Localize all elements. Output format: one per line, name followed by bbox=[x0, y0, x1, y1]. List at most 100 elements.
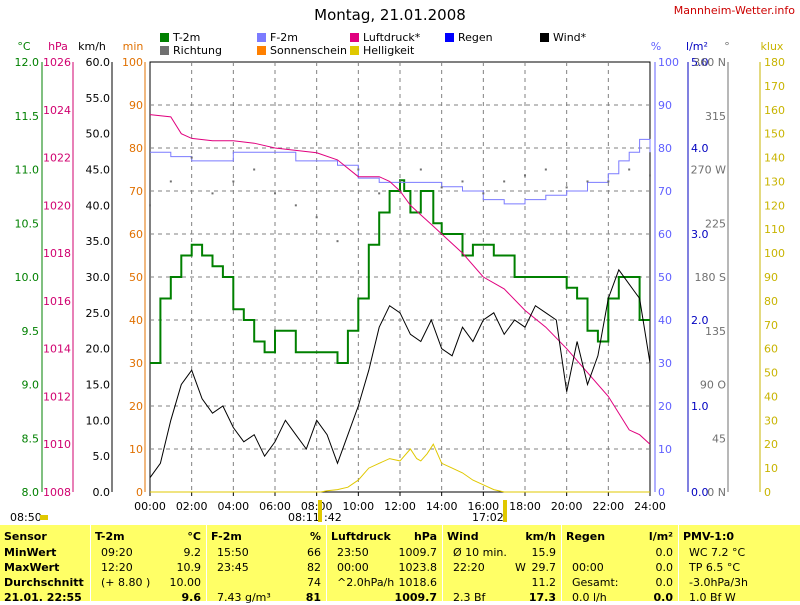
direction-point bbox=[607, 180, 610, 183]
stats-cell-value: 11.2 bbox=[531, 576, 557, 589]
axis-unit-label: °C bbox=[17, 40, 31, 53]
time-tick-label: 06:00 bbox=[259, 500, 291, 513]
direction-tick-label: 135 bbox=[705, 325, 726, 338]
sunshine-tick-label: 40 bbox=[129, 314, 143, 327]
stats-cell-label: -3.0hPa/3h bbox=[689, 576, 748, 589]
direction-tick-label: 225 bbox=[705, 217, 726, 230]
stats-row: ^2.0hPa/h 1018.6 bbox=[327, 575, 442, 590]
legend-swatch bbox=[160, 46, 169, 55]
wind-tick-label: 45.0 bbox=[86, 164, 111, 177]
stats-cell-label: TP 6.5 °C bbox=[689, 561, 741, 574]
stats-row: 22:20 W 29.7 bbox=[443, 560, 561, 575]
humidity-tick-label: 90 bbox=[658, 99, 672, 112]
day-start-label: 08:50 bbox=[10, 511, 42, 524]
time-tick-label: 08:00 bbox=[301, 500, 333, 513]
stats-column: Wind km/h Ø 10 min. 15.9 22:20 W 29.7 11.2 2.3 B… bbox=[442, 525, 561, 604]
time-tick-label: 12:00 bbox=[384, 500, 416, 513]
stats-header-label: Sensor bbox=[4, 530, 47, 543]
series-line bbox=[149, 114, 651, 445]
sunshine-tick-label: 20 bbox=[129, 400, 143, 413]
brightness-tick-label: 140 bbox=[764, 152, 785, 165]
stats-cell-value: 9.6 bbox=[181, 591, 202, 604]
brightness-tick-label: 20 bbox=[764, 438, 778, 451]
stats-cell-value: 0.0 bbox=[653, 591, 674, 604]
brightness-tick-label: 60 bbox=[764, 343, 778, 356]
stats-header-label: PMV-1:0 bbox=[683, 530, 734, 543]
direction-point bbox=[169, 180, 172, 183]
stats-header-label: F-2m bbox=[211, 530, 242, 543]
sunrise-extra-label: :42 bbox=[324, 511, 342, 524]
stats-header-unit: l/m² bbox=[648, 530, 673, 543]
sunshine-tick-label: 90 bbox=[129, 99, 143, 112]
wind-tick-label: 35.0 bbox=[86, 235, 111, 248]
stats-header: PMV-1:0 bbox=[679, 529, 800, 544]
stats-cell-label: 23:50 bbox=[337, 546, 369, 559]
stats-cell-direction: W bbox=[515, 561, 526, 574]
site-link[interactable]: Mannheim-Wetter.info bbox=[674, 4, 796, 17]
direction-point bbox=[461, 180, 464, 183]
stats-cell-value: 29.7 bbox=[531, 561, 557, 574]
direction-point bbox=[253, 168, 256, 171]
brightness-tick-label: 100 bbox=[764, 247, 785, 260]
stats-cell-value: 17.3 bbox=[528, 591, 556, 604]
time-tick-label: 00:00 bbox=[134, 500, 166, 513]
stats-row: 23:45 82 bbox=[207, 560, 326, 575]
stats-header-unit: km/h bbox=[525, 530, 556, 543]
axis-tick-labels: 12.011.511.010.510.09.59.08.58.010261024… bbox=[15, 56, 786, 513]
time-tick-label: 10:00 bbox=[342, 500, 374, 513]
wind-tick-label: 30.0 bbox=[86, 271, 111, 284]
time-tick-label: 20:00 bbox=[551, 500, 583, 513]
day-start-marker bbox=[40, 515, 48, 520]
stats-row: 1009.7 bbox=[327, 590, 442, 605]
temp-tick-label: 9.0 bbox=[22, 379, 40, 392]
direction-tick-label: 180 S bbox=[695, 271, 726, 284]
stats-header: Luftdruck hPa bbox=[327, 529, 442, 544]
direction-point bbox=[482, 192, 485, 195]
direction-tick-label: 45 bbox=[712, 432, 726, 445]
axis-lines bbox=[41, 62, 761, 492]
stats-cell-label: 22:20 bbox=[453, 561, 485, 574]
direction-tick-label: 270 W bbox=[691, 164, 726, 177]
temp-tick-label: 8.0 bbox=[22, 486, 40, 499]
stats-header-unit: hPa bbox=[413, 530, 437, 543]
humidity-tick-label: 40 bbox=[658, 314, 672, 327]
legend-label: Wind* bbox=[553, 31, 587, 44]
pressure-tick-label: 1018 bbox=[43, 247, 71, 260]
stats-header-unit: °C bbox=[187, 530, 201, 543]
direction-point bbox=[274, 192, 276, 195]
stats-row: 0.0 bbox=[562, 545, 678, 560]
time-tick-label: 02:00 bbox=[176, 500, 208, 513]
direction-point bbox=[565, 186, 568, 189]
legend-swatch bbox=[350, 46, 359, 55]
direction-point bbox=[336, 240, 339, 243]
brightness-tick-label: 30 bbox=[764, 414, 778, 427]
sunshine-tick-label: 60 bbox=[129, 228, 143, 241]
stats-row: 1.0 Bf W bbox=[679, 590, 800, 605]
temp-tick-label: 11.5 bbox=[15, 110, 40, 123]
direction-tick-label: 360 N bbox=[693, 56, 726, 69]
stats-header: Regen l/m² bbox=[562, 529, 678, 544]
stats-row: 7.43 g/m³ 81 bbox=[207, 590, 326, 605]
legend-swatch bbox=[540, 33, 549, 42]
stats-cell-value: 0.0 bbox=[655, 561, 674, 574]
stats-header: T-2m °C bbox=[91, 529, 206, 544]
brightness-tick-label: 40 bbox=[764, 390, 778, 403]
sunshine-tick-label: 70 bbox=[129, 185, 143, 198]
direction-point bbox=[399, 180, 401, 183]
direction-point bbox=[649, 174, 651, 177]
humidity-tick-label: 50 bbox=[658, 271, 672, 284]
direction-point bbox=[315, 216, 318, 219]
pressure-tick-label: 1008 bbox=[43, 486, 71, 499]
stats-cell-value: 1018.6 bbox=[398, 576, 438, 589]
stats-cell-value: 15.9 bbox=[531, 546, 557, 559]
wind-tick-label: 55.0 bbox=[86, 92, 111, 105]
legend-label: Richtung bbox=[173, 44, 222, 57]
stats-cell-value: 1009.7 bbox=[394, 591, 437, 604]
direction-point bbox=[524, 174, 526, 177]
direction-point bbox=[628, 168, 631, 171]
stats-header: F-2m% bbox=[207, 529, 326, 544]
stats-cell-label: Gesamt: bbox=[572, 576, 619, 589]
stats-cell-value: 9.2 bbox=[183, 546, 202, 559]
humidity-tick-label: 30 bbox=[658, 357, 672, 370]
wind-tick-label: 60.0 bbox=[86, 56, 111, 69]
